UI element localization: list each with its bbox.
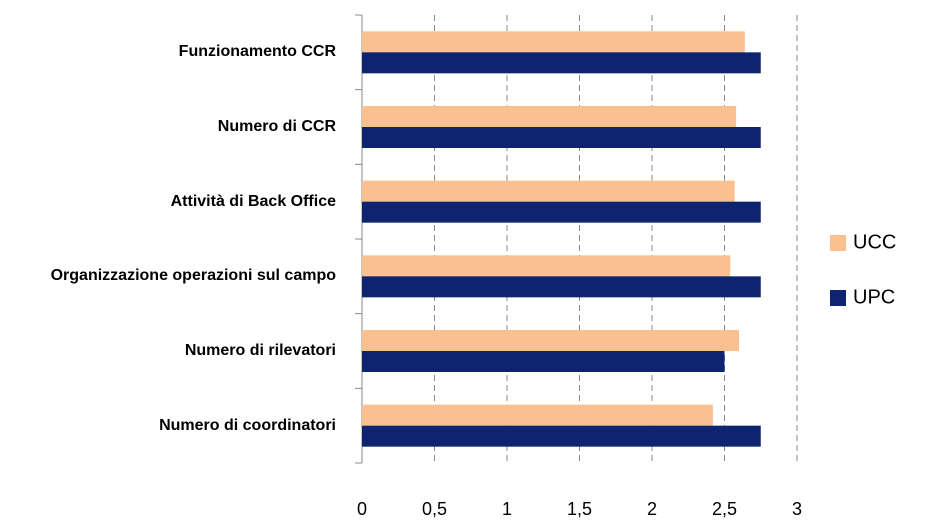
bar [362,330,739,351]
x-tick-label: 1 [502,499,512,519]
x-tick-label: 1,5 [567,499,592,519]
bar [362,127,761,148]
legend-swatch [830,235,846,251]
bar [362,255,731,277]
x-tick-label: 0 [357,499,367,519]
legend-label: UCC [853,231,896,253]
y-tick-label: Numero di coordinatori [159,416,336,434]
y-tick-label: Funzionamento CCR [178,43,336,61]
bar [362,201,761,223]
bar [362,31,745,53]
y-tick-label-box: Attività di Back Office [0,191,336,213]
y-tick-label-box: Numero di rilevatori [0,340,336,362]
x-tick-label: 2,5 [712,499,737,519]
bar [362,276,761,298]
legend-swatch [830,290,846,306]
y-tick-label: Organizzazione operazioni sul campo [50,267,336,285]
x-tick-label: 0,5 [422,499,447,519]
x-tick-label: 2 [647,499,657,519]
bar [362,106,737,127]
y-tick-label: Attività di Back Office [170,192,336,210]
bar [362,180,735,202]
y-tick-label: Numero di CCR [217,118,336,135]
bar [362,404,713,426]
x-tick-label: 3 [792,499,802,519]
bar [362,425,761,447]
legend-label: UPC [853,286,895,308]
y-tick-label-box: Organizzazione operazioni sul campo [0,265,336,287]
y-tick-label-box: Numero di CCR [0,116,336,138]
y-tick-label: Numero di rilevatori [184,342,336,359]
bar [362,52,761,74]
y-tick-label-box: Funzionamento CCR [0,41,336,63]
bar [362,351,725,372]
y-tick-label-box: Numero di coordinatori [0,415,336,437]
